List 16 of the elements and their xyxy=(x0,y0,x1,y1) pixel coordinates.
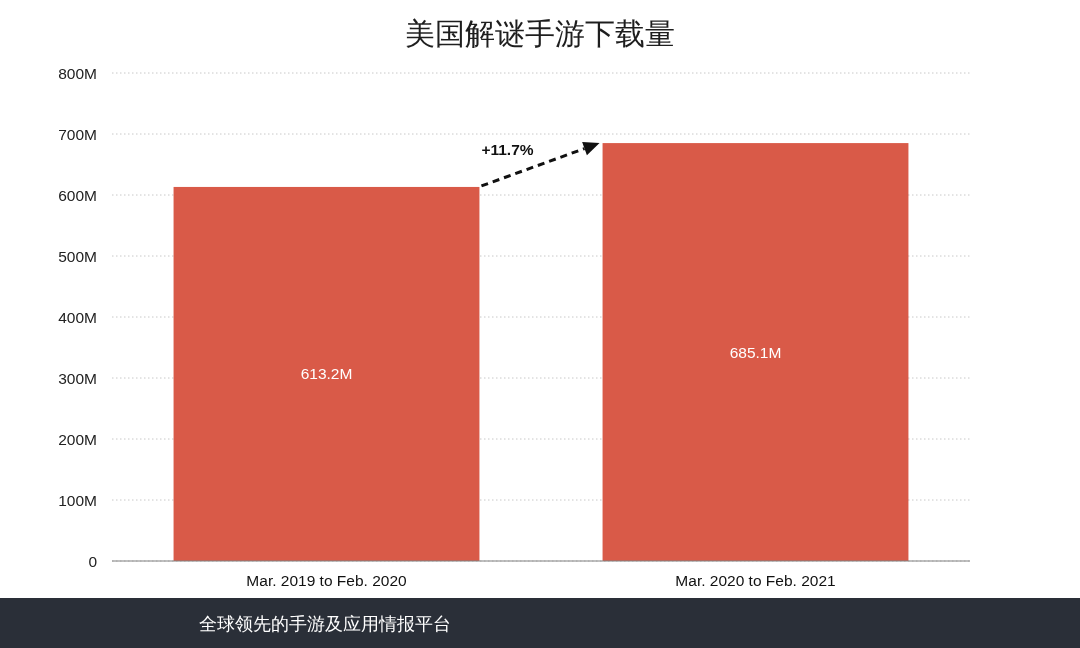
data-label: 613.2M xyxy=(300,365,353,383)
y-tick-label: 700M xyxy=(58,125,97,143)
y-tick-label: 500M xyxy=(58,247,97,265)
annotation: +11.7% xyxy=(481,140,534,158)
chart-title: 美国解谜手游下载量 xyxy=(405,17,675,50)
x-tick-label: Mar. 2020 to Feb. 2021 xyxy=(675,572,836,589)
y-tick-label: 300M xyxy=(58,369,97,387)
text: 全球领先的手游及应用情报平台 xyxy=(199,614,451,634)
y-tick-label: 0 xyxy=(88,552,98,570)
y-tick-label: 600M xyxy=(58,186,97,204)
x-tick-label: Mar. 2019 to Feb. 2020 xyxy=(246,572,408,589)
y-tick-label: 400M xyxy=(58,308,97,326)
y-tick-label: 100M xyxy=(58,491,97,509)
data-label: 685.1M xyxy=(729,343,782,361)
y-tick-label: 800M xyxy=(58,64,97,82)
y-tick-label: 200M xyxy=(58,430,97,448)
